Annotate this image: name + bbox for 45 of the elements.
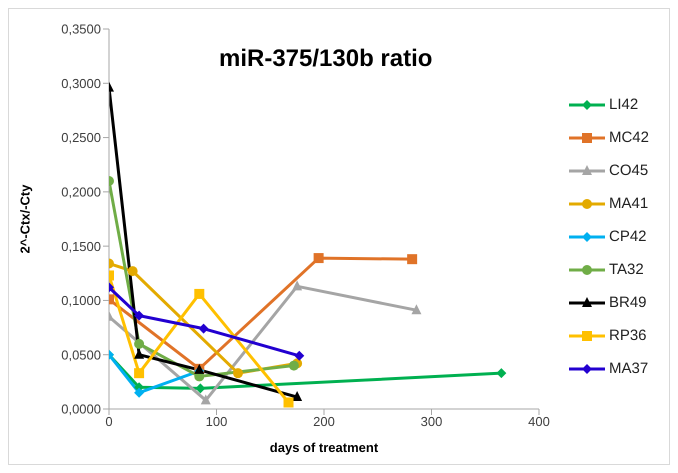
legend-label: MA37 <box>608 359 648 379</box>
legend-label: LI42 <box>608 95 638 115</box>
x-axis-title: days of treatment <box>270 440 379 455</box>
point <box>292 391 302 402</box>
x-tick-label: 400 <box>528 414 550 430</box>
point <box>407 254 418 264</box>
point <box>292 280 302 290</box>
point <box>134 368 144 378</box>
point <box>314 253 324 264</box>
legend-label: RP36 <box>608 326 647 346</box>
y-tick-label: 0,0000 <box>61 402 101 417</box>
x-tick-label: 300 <box>420 414 442 430</box>
point <box>134 348 144 359</box>
y-tick-label: 0,2000 <box>61 184 101 200</box>
text: miR-375/130b ratio <box>219 45 432 73</box>
point <box>195 383 206 394</box>
legend-label: BR49 <box>608 293 647 313</box>
point <box>411 304 422 314</box>
point <box>496 368 506 378</box>
x-tick-label: 200 <box>313 414 335 430</box>
point <box>134 310 144 321</box>
point <box>288 360 299 371</box>
point <box>232 368 243 378</box>
y-tick-label: 0,1000 <box>61 293 101 308</box>
legend-label: CP42 <box>608 227 647 247</box>
legend-label: TA32 <box>608 260 644 280</box>
point <box>128 266 138 276</box>
y-tick-label: 0,0500 <box>61 347 101 362</box>
point <box>284 397 294 408</box>
legend-label: MC42 <box>608 128 649 148</box>
point <box>194 288 204 299</box>
point <box>134 388 144 398</box>
y-tick-label: 0,3500 <box>61 22 101 37</box>
legend-label: MA41 <box>608 194 648 214</box>
y-tick-label: 0,3000 <box>61 76 101 91</box>
point <box>134 338 144 349</box>
y-axis-title: 2^-Ctx/-Cty <box>18 184 33 254</box>
point <box>200 394 211 404</box>
point <box>294 350 304 361</box>
x-tick-label: 0 <box>105 414 113 430</box>
y-tick-label: 0,2500 <box>61 130 101 146</box>
legend-label: CO45 <box>608 161 648 181</box>
y-tick-label: 0,1500 <box>61 238 101 254</box>
x-tick-label: 100 <box>206 414 228 430</box>
point <box>198 324 209 334</box>
